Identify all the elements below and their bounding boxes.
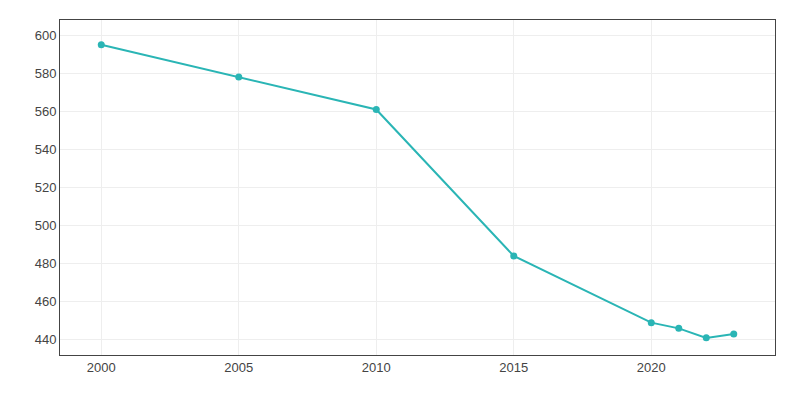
svg-text:540: 540 (35, 142, 57, 157)
svg-text:560: 560 (35, 104, 57, 119)
svg-text:2000: 2000 (87, 360, 116, 375)
svg-text:440: 440 (35, 332, 57, 347)
svg-text:480: 480 (35, 256, 57, 271)
svg-text:2015: 2015 (499, 360, 528, 375)
svg-text:580: 580 (35, 66, 57, 81)
svg-text:2005: 2005 (224, 360, 253, 375)
svg-text:600: 600 (35, 28, 57, 43)
svg-text:2010: 2010 (362, 360, 391, 375)
svg-text:460: 460 (35, 294, 57, 309)
svg-text:2020: 2020 (637, 360, 666, 375)
svg-text:520: 520 (35, 180, 57, 195)
svg-text:500: 500 (35, 218, 57, 233)
